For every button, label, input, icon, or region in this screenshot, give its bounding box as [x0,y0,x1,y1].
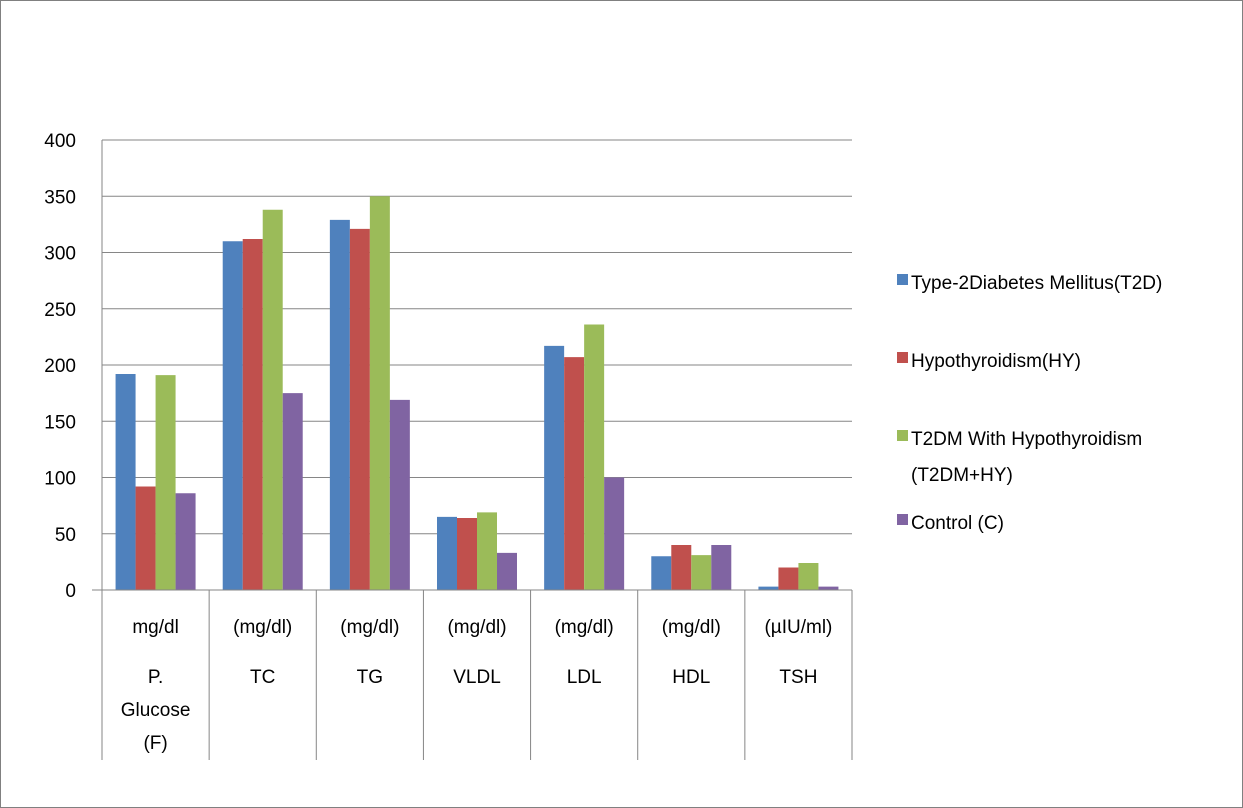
bar [389,399,410,590]
bar [175,493,196,590]
x-category-label: HDL [672,667,710,688]
bar [671,545,692,590]
x-category-label: (F) [143,733,167,754]
bar [115,374,136,590]
bar [457,518,477,590]
x-unit-label: (µIU/ml) [764,617,832,638]
bar [135,486,156,590]
bar [329,219,350,590]
y-tick-label: 0 [65,581,76,602]
x-category-label: LDL [567,667,602,688]
legend-label: (T2DM+HY) [911,465,1013,486]
bar [691,555,712,590]
y-tick-label: 50 [55,525,76,546]
legend-label: Type-2Diabetes Mellitus(T2D) [911,273,1162,294]
bar [242,239,263,590]
bar [437,516,457,590]
legend-label: Hypothyroidism(HY) [911,351,1081,372]
bar [222,241,243,590]
x-unit-label: mg/dl [132,617,178,638]
bar [564,357,585,590]
bar [497,552,517,590]
bar [778,567,799,590]
legend: Type-2Diabetes Mellitus(T2D) Hypothyroidi… [897,273,1162,534]
y-tick-label: 350 [44,187,76,208]
bar [282,393,303,590]
legend-label: T2DM With Hypothyroidism [911,429,1142,450]
x-axis-category-labels: mg/dl P. Glucose (F) (mg/dl) TC (mg/dl) TG (mg/d… [121,617,833,754]
bar [369,196,390,590]
x-category-label: Glucose [121,700,191,721]
x-category-label: TG [357,667,383,688]
bar [155,375,176,590]
bar [818,586,839,590]
x-unit-label: (mg/dl) [662,617,721,638]
legend-swatch [897,352,908,363]
y-tick-label: 150 [44,412,76,433]
y-tick-label: 100 [44,469,76,490]
bar [544,345,565,590]
bar [262,209,283,590]
legend-swatch [897,430,908,441]
bar [584,324,605,590]
bars [115,196,839,590]
bar [349,228,370,590]
x-unit-label: (mg/dl) [447,617,506,638]
y-tick-label: 200 [44,356,76,377]
legend-label: Control (C) [911,513,1004,534]
x-unit-label: (mg/dl) [555,617,614,638]
x-unit-label: (mg/dl) [340,617,399,638]
y-tick-label: 250 [44,300,76,321]
x-category-label: TC [250,667,275,688]
bar [604,477,625,590]
x-category-label: P. [148,667,164,688]
y-tick-label: 300 [44,244,76,265]
x-category-label: TSH [779,667,817,688]
x-category-label: VLDL [453,667,501,688]
bar [711,545,732,590]
bar [477,512,497,590]
legend-swatch [897,274,908,285]
bar [798,563,819,590]
y-tick-label: 400 [44,131,76,152]
y-axis-tick-labels: 0 50 100 150 200 250 300 350 400 [44,131,76,602]
x-unit-label: (mg/dl) [233,617,292,638]
bar [758,586,779,590]
legend-swatch [897,514,908,525]
bar [651,556,672,590]
axes [92,140,853,760]
